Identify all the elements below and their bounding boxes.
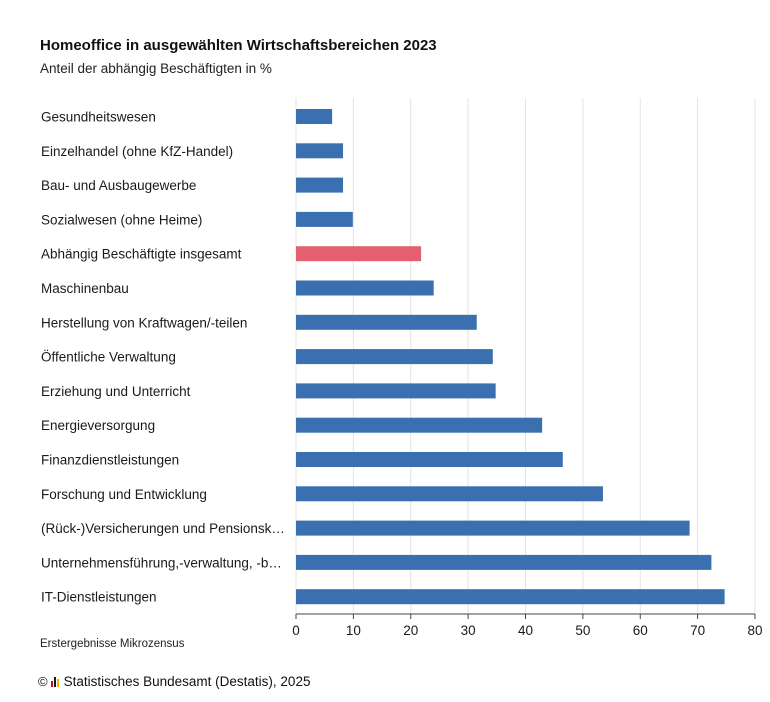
bar (296, 383, 496, 399)
bar (296, 452, 563, 467)
x-tick-label: 40 (518, 623, 533, 638)
bar (296, 554, 712, 570)
bar (296, 280, 434, 296)
bar (296, 589, 725, 605)
bar (296, 109, 333, 124)
bar (296, 520, 690, 536)
bar (296, 314, 477, 330)
category-label: Abhängig Beschäftigte insgesamt (41, 247, 242, 262)
x-tick-label: 10 (346, 623, 361, 638)
category-label: Herstellung von Kraftwagen/-teilen (41, 315, 247, 330)
bars (296, 109, 725, 605)
x-tick-label: 30 (461, 623, 476, 638)
category-label: Bau- und Ausbaugewerbe (41, 178, 196, 193)
x-tick-label: 50 (575, 623, 590, 638)
category-label: Maschinenbau (41, 281, 129, 296)
category-label: Gesundheitswesen (41, 110, 156, 125)
category-label: Erziehung und Unterricht (41, 384, 191, 399)
bar (296, 486, 603, 502)
destatis-logo-icon (50, 676, 59, 687)
x-tick-label: 20 (403, 623, 418, 638)
copyright-symbol: © (38, 674, 48, 689)
bar-highlight (296, 246, 422, 262)
x-tick-label: 70 (690, 623, 705, 638)
chart-title: Homeoffice in ausgewählten Wirtschaftsbe… (40, 37, 437, 54)
bar (296, 349, 493, 365)
x-tick-label: 0 (292, 623, 300, 638)
footnote: Erstergebnisse Mikrozensus (40, 638, 185, 650)
category-label: Energieversorgung (41, 418, 155, 433)
x-tick-label: 60 (633, 623, 648, 638)
chart-subtitle: Anteil der abhängig Beschäftigten in % (40, 61, 272, 76)
category-label: IT-Dienstleistungen (41, 590, 157, 605)
category-label: Sozialwesen (ohne Heime) (41, 212, 202, 227)
category-label: Öffentliche Verwaltung (41, 350, 176, 365)
bar (296, 177, 344, 193)
category-label: Unternehmensführung,-verwaltung, -b… (41, 555, 282, 570)
category-label: (Rück-)Versicherungen und Pensionsk… (41, 521, 285, 536)
bar (296, 143, 344, 159)
bar (296, 211, 353, 227)
category-labels: Gesundheitswesen Einzelhandel (ohne KfZ-H… (41, 110, 285, 605)
category-label: Forschung und Entwicklung (41, 487, 207, 502)
source-text: Statistisches Bundesamt (Destatis), 2025 (63, 674, 311, 689)
x-axis: 0 10 20 30 40 50 60 70 80 (292, 613, 763, 638)
source-line: © Statistisches Bundesamt (Destatis), 20… (38, 674, 310, 689)
bar (296, 417, 543, 433)
category-label: Finanzdienstleistungen (41, 453, 179, 468)
x-tick-label: 80 (747, 623, 762, 638)
category-label: Einzelhandel (ohne KfZ-Handel) (41, 144, 233, 159)
